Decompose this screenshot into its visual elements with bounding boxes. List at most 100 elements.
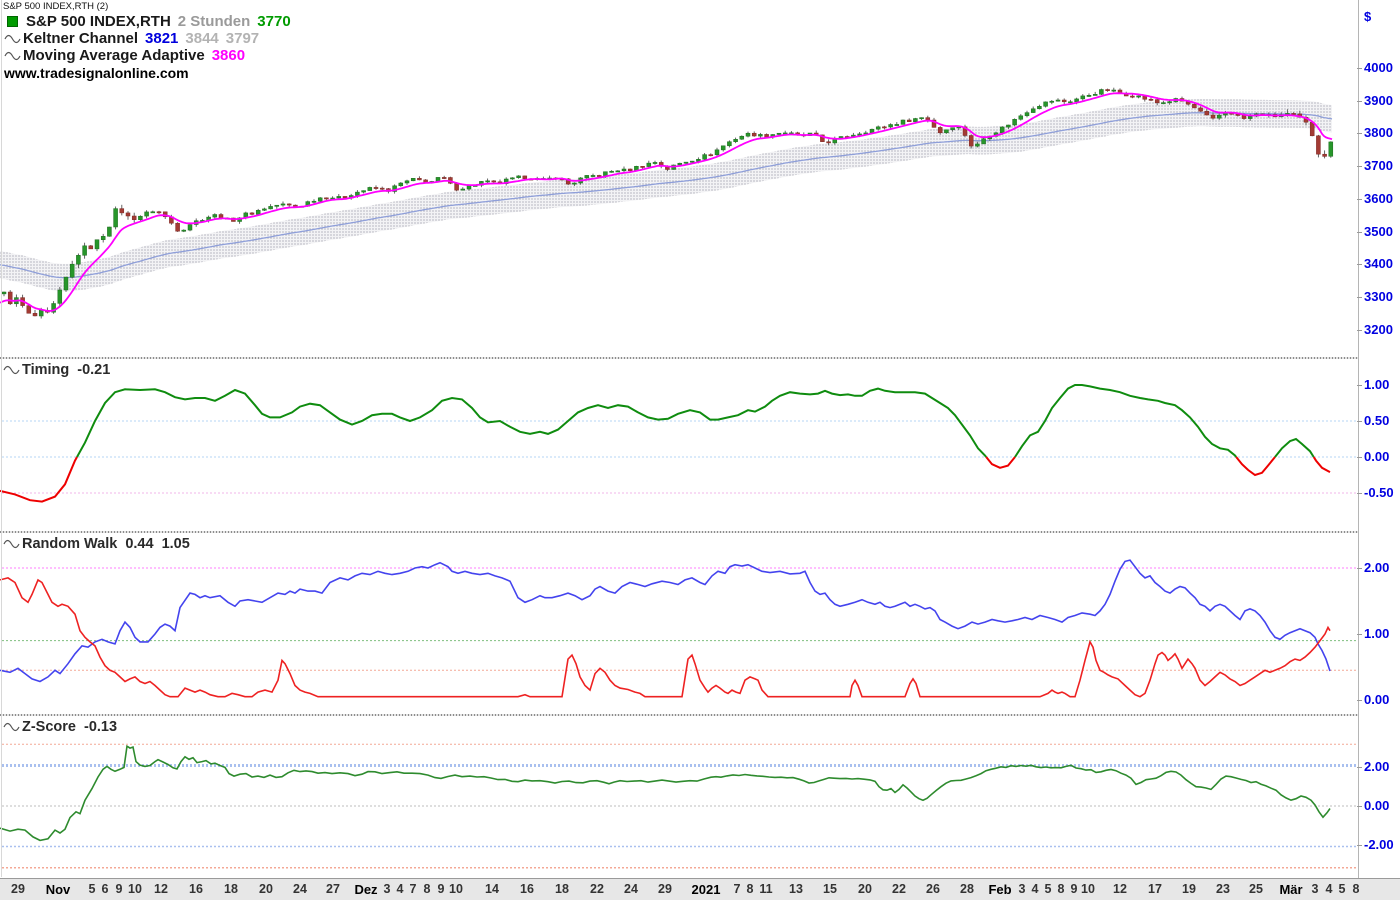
timing-line [1274, 437, 1315, 458]
x-axis-day-label: 4 [1031, 882, 1039, 896]
y-tick-label: 3700 [1364, 158, 1393, 173]
y-axis-line [1358, 0, 1359, 878]
y-tick-mark [1357, 700, 1362, 701]
y-tick-mark [1357, 330, 1362, 331]
y-tick-label: 0.50 [1364, 413, 1390, 428]
x-axis-day-label: 7 [409, 882, 417, 896]
timing-line [0, 456, 78, 503]
legend-symbol-row[interactable]: S&P 500 INDEX,RTH 2 Stunden 3770 [4, 13, 298, 30]
x-axis-day-label: 24 [624, 882, 638, 896]
timing-line [76, 387, 987, 458]
legend-keltner-row[interactable]: Keltner Channel 3821 3844 3797 [4, 30, 298, 47]
maa-name: Moving Average Adaptive [23, 47, 205, 64]
x-axis-day-label: 9 [115, 882, 123, 896]
x-axis-day-label: 4 [396, 882, 404, 896]
panel-splitter[interactable] [0, 357, 1358, 359]
x-axis-day-label: 22 [892, 882, 906, 896]
x-axis-day-label: 3 [1018, 882, 1026, 896]
y-tick-label: 3300 [1364, 289, 1393, 304]
y-tick-label: 3200 [1364, 322, 1393, 337]
x-axis-day-label: 29 [11, 882, 25, 896]
y-tick-mark [1357, 806, 1362, 807]
x-axis-day-label: 22 [590, 882, 604, 896]
x-axis-day-label: 5 [88, 882, 96, 896]
x-axis-day-label: 23 [1216, 882, 1230, 896]
y-tick-mark [1357, 101, 1362, 102]
random-walk-panel-header[interactable]: Random Walk 0.44 1.05 [3, 536, 190, 552]
symbol-swatch-icon [7, 16, 18, 27]
panel-splitter[interactable] [0, 714, 1358, 716]
x-axis-day-label: 16 [520, 882, 534, 896]
x-axis-day-label: 10 [128, 882, 142, 896]
y-tick-label: 4000 [1364, 60, 1393, 75]
keltner-upper: 3844 [185, 30, 219, 47]
y-tick-mark [1357, 457, 1362, 458]
x-axis-day-label: 18 [224, 882, 238, 896]
timing-last-value: -0.21 [77, 362, 111, 378]
symbol-interval: 2 Stunden [177, 13, 251, 30]
x-axis-day-label: 9 [437, 882, 445, 896]
x-axis[interactable]: 29 Nov 5 6 9 10 12 16 18 20 24 27 Dez 3 4 7 8 9 10 14 16 18 22… [0, 878, 1400, 900]
y-tick-label: 0.00 [1364, 449, 1390, 464]
legend-maa-row[interactable]: Moving Average Adaptive 3860 [4, 47, 298, 64]
x-axis-day-label: 8 [1057, 882, 1065, 896]
x-axis-day-label: 24 [293, 882, 307, 896]
window-title: S&P 500 INDEX,RTH (2) [3, 1, 109, 12]
x-axis-day-label: 5 [1338, 882, 1346, 896]
timing-line [1235, 456, 1276, 477]
y-tick-label: -2.00 [1364, 837, 1394, 852]
y-tick-mark [1357, 199, 1362, 200]
x-axis-day-label: 6 [101, 882, 109, 896]
x-axis-day-label: 3 [383, 882, 391, 896]
x-axis-day-label: 27 [326, 882, 340, 896]
keltner-name: Keltner Channel [23, 30, 139, 47]
x-axis-day-label: 4 [1325, 882, 1333, 896]
x-axis-day-label: 25 [1249, 882, 1263, 896]
y-tick-mark [1357, 421, 1362, 422]
x-axis-day-label: 9 [1070, 882, 1078, 896]
watermark-url: www.tradesignalonline.com [4, 65, 189, 81]
x-axis-day-label: 16 [189, 882, 203, 896]
x-axis-day-label: 8 [423, 882, 431, 896]
x-axis-month-label: Mär [1279, 882, 1303, 897]
rw-low-line [0, 577, 1331, 698]
y-tick-label: 3800 [1364, 125, 1393, 140]
wave-icon [3, 722, 20, 732]
x-axis-day-label: 8 [746, 882, 754, 896]
x-axis-day-label: 14 [485, 882, 499, 896]
panel-splitter[interactable] [0, 531, 1358, 533]
x-axis-month-label: Dez [354, 882, 378, 897]
x-axis-day-label: 17 [1148, 882, 1162, 896]
random-walk-value-1: 0.44 [125, 536, 154, 552]
y-tick-mark [1357, 385, 1362, 386]
y-tick-mark [1357, 845, 1362, 846]
x-axis-day-label: 18 [555, 882, 569, 896]
zscore-panel-header[interactable]: Z-Score -0.13 [3, 719, 117, 735]
y-tick-mark [1357, 767, 1362, 768]
x-axis-day-label: 12 [1113, 882, 1127, 896]
x-axis-month-label: Nov [45, 882, 71, 897]
maa-line [0, 92, 1333, 312]
zscore-last-value: -0.13 [84, 719, 118, 735]
y-tick-label: 3400 [1364, 256, 1393, 271]
zscore-name: Z-Score [22, 719, 76, 735]
x-axis-day-label: 11 [759, 882, 773, 896]
x-axis-day-label: 19 [1182, 882, 1196, 896]
x-axis-day-label: 8 [1352, 882, 1360, 896]
timing-name: Timing [22, 362, 70, 378]
y-tick-mark [1357, 68, 1362, 69]
rw-high-line [0, 559, 1331, 683]
x-axis-month-label: Feb [988, 882, 1012, 897]
x-axis-day-label: 28 [960, 882, 974, 896]
x-axis-day-label: 20 [259, 882, 273, 896]
chart-left-border [1, 0, 2, 877]
wave-icon [4, 51, 21, 60]
timing-line [985, 456, 1016, 469]
y-tick-label: 3500 [1364, 224, 1393, 239]
x-axis-day-label: 26 [926, 882, 940, 896]
y-tick-mark [1357, 166, 1362, 167]
timing-line [1312, 456, 1331, 473]
timing-panel-header[interactable]: Timing -0.21 [3, 362, 110, 378]
